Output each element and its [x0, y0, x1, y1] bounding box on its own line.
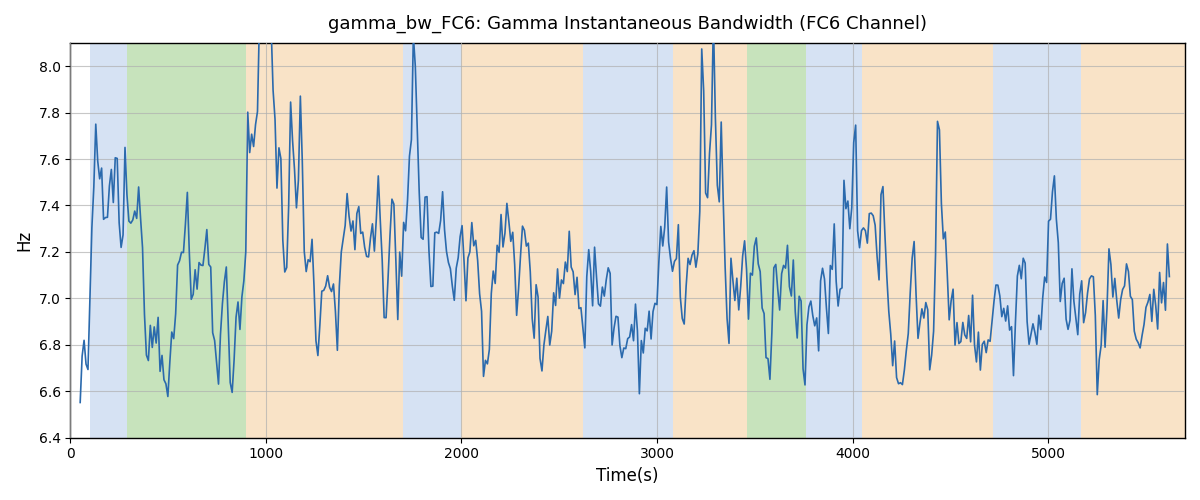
Bar [90, 43, 127, 438]
X-axis label: Time(s): Time(s) [596, 467, 659, 485]
Bar [246, 43, 403, 438]
Bar [863, 43, 994, 438]
Bar [805, 43, 863, 438]
Bar [994, 43, 1081, 438]
Title: gamma_bw_FC6: Gamma Instantaneous Bandwidth (FC6 Channel): gamma_bw_FC6: Gamma Instantaneous Bandwi… [329, 15, 928, 34]
Bar [1081, 43, 1184, 438]
Bar [127, 43, 246, 438]
Bar [673, 43, 746, 438]
Bar [746, 43, 805, 438]
Y-axis label: Hz: Hz [14, 230, 32, 251]
Bar [583, 43, 673, 438]
Bar [403, 43, 462, 438]
Bar [462, 43, 583, 438]
